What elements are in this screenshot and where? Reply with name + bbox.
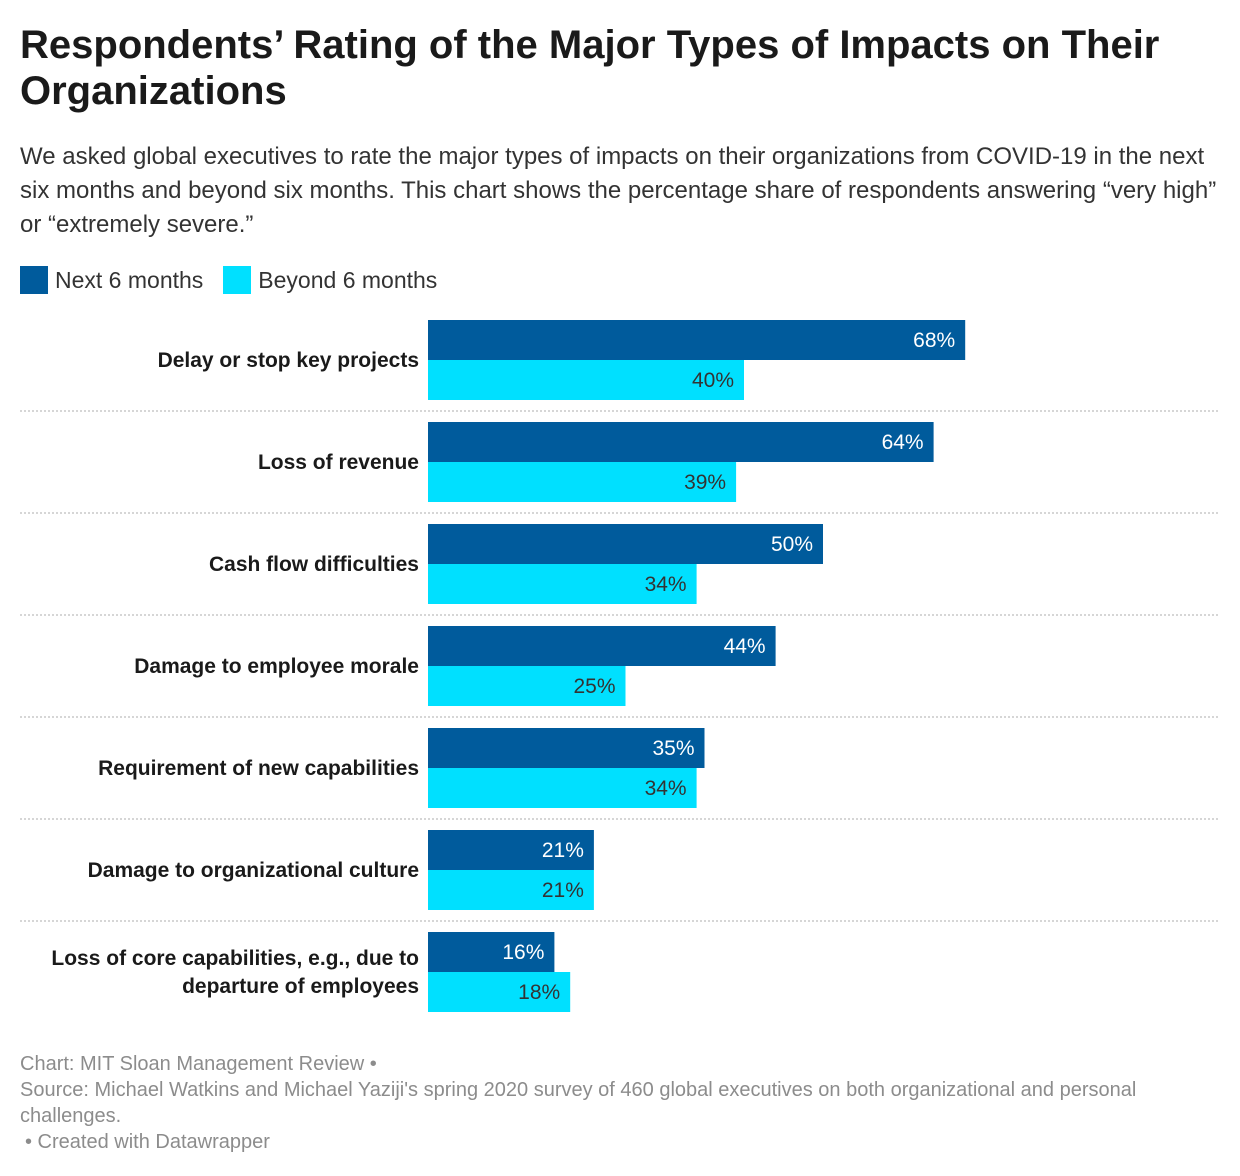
category-label-loss-of-core-capabilities-e-g-due-to-dep: Loss of core capabilities, e.g., due to d… (51, 947, 419, 998)
legend-label-beyond-6-months: Beyond 6 months (258, 266, 438, 293)
value-label-beyond-6-months-5: 21% (542, 879, 584, 902)
bar-beyond-6-months-5 (428, 870, 594, 910)
bar-beyond-6-months-0 (428, 360, 744, 400)
value-label-beyond-6-months-4: 34% (645, 777, 687, 800)
legend-item-next-6-months: Next 6 months (20, 266, 203, 294)
chart-title: Respondents’ Rating of the Major Types o… (20, 23, 1160, 113)
bar-next-6-months-5 (428, 830, 594, 870)
bar-beyond-6-months-6 (428, 972, 571, 1012)
bar-beyond-6-months-2 (428, 564, 697, 604)
bar-beyond-6-months-3 (428, 666, 626, 706)
created-with: • Created with Datawrapper (25, 1131, 270, 1153)
legend: Next 6 months Beyond 6 months (20, 264, 457, 296)
category-label-line: Loss of revenue (258, 451, 419, 474)
chart-subtitle: We asked global executives to rate the m… (20, 143, 1217, 238)
source-note: Source: Michael Watkins and Michael Yazi… (20, 1079, 1137, 1127)
value-label-next-6-months-6: 16% (502, 941, 544, 964)
value-label-beyond-6-months-6: 18% (518, 981, 560, 1004)
value-label-next-6-months-2: 50% (771, 533, 813, 556)
category-label-delay-or-stop-key-projects: Delay or stop key projects (158, 349, 419, 372)
value-label-beyond-6-months-3: 25% (573, 675, 615, 698)
bar-beyond-6-months-1 (428, 462, 737, 502)
value-label-next-6-months-3: 44% (724, 635, 766, 658)
legend-item-beyond-6-months: Beyond 6 months (223, 266, 437, 294)
category-label-line: Loss of core capabilities, e.g., due to (51, 947, 419, 970)
category-label-line: Cash flow difficulties (209, 553, 419, 576)
legend-label-next-6-months: Next 6 months (55, 266, 204, 293)
category-label-line: Damage to employee morale (134, 655, 419, 678)
bar-next-6-months-6 (428, 932, 555, 972)
legend-swatch-next-6-months (20, 266, 48, 294)
value-label-next-6-months-4: 35% (652, 737, 694, 760)
category-label-line: departure of employees (182, 975, 419, 998)
chart-credit: Chart: MIT Sloan Management Review • (20, 1053, 377, 1075)
category-label-cash-flow-difficulties: Cash flow difficulties (209, 553, 419, 576)
bar-next-6-months-0 (428, 320, 966, 360)
value-label-next-6-months-5: 21% (542, 839, 584, 862)
legend-swatch-beyond-6-months (223, 266, 252, 294)
category-label-line: Requirement of new capabilities (98, 757, 419, 780)
bar-next-6-months-4 (428, 728, 705, 768)
value-label-beyond-6-months-0: 40% (692, 369, 734, 392)
category-label-line: Delay or stop key projects (158, 349, 419, 372)
value-label-beyond-6-months-1: 39% (684, 471, 726, 494)
value-label-next-6-months-1: 64% (882, 431, 924, 454)
bar-next-6-months-2 (428, 524, 823, 564)
footer: Chart: MIT Sloan Management Review • Sou… (20, 1051, 1220, 1155)
value-label-beyond-6-months-2: 34% (645, 573, 687, 596)
bar-next-6-months-3 (428, 626, 776, 666)
value-label-next-6-months-0: 68% (913, 329, 955, 352)
category-label-requirement-of-new-capabilities: Requirement of new capabilities (98, 757, 419, 780)
bar-next-6-months-1 (428, 422, 934, 462)
category-label-damage-to-employee-morale: Damage to employee morale (134, 655, 419, 678)
bar-chart: Delay or stop key projects 68% 40% Loss of … (20, 320, 1218, 1012)
bar-beyond-6-months-4 (428, 768, 697, 808)
category-label-damage-to-organizational-culture: Damage to organizational culture (88, 859, 419, 882)
category-label-line: Damage to organizational culture (88, 859, 419, 882)
category-label-loss-of-revenue: Loss of revenue (258, 451, 419, 474)
